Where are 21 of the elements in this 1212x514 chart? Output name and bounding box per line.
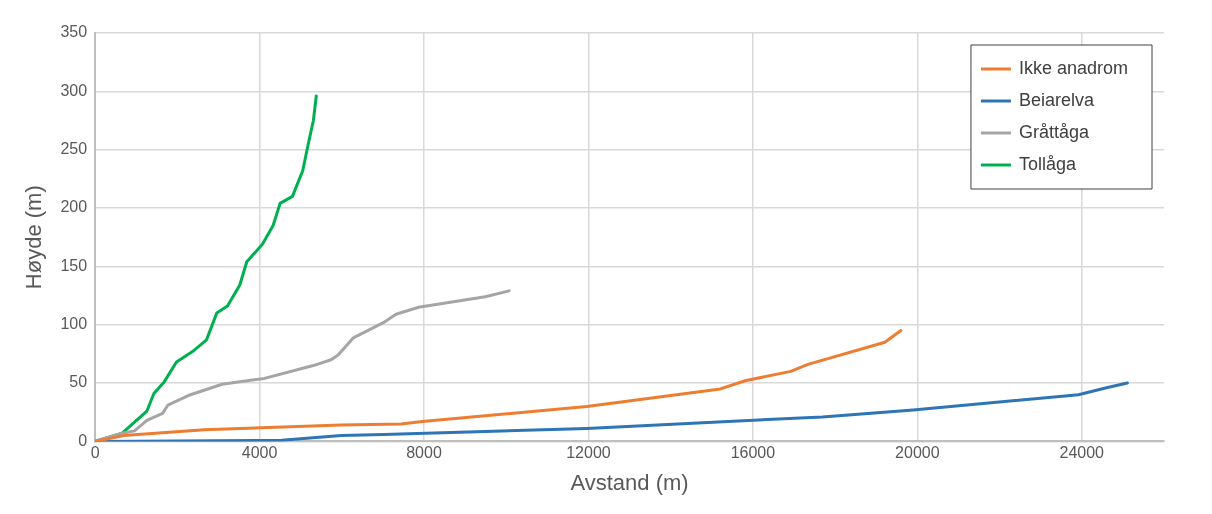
x-tick-label: 20000 [895, 444, 940, 462]
y-tick-label: 350 [60, 23, 88, 41]
legend-label: Beiarelva [1018, 89, 1095, 110]
x-axis-title: Avstand (m) [570, 469, 689, 495]
y-tick-label: 100 [60, 315, 88, 333]
y-tick-label: 200 [60, 198, 88, 216]
y-axis-title: Høyde (m) [21, 185, 47, 290]
y-tick-label: 300 [60, 81, 88, 99]
y-tick-label: 50 [69, 373, 88, 391]
x-tick-label: 4000 [241, 444, 278, 462]
x-tick-label: 0 [90, 444, 100, 462]
x-tick-label: 8000 [406, 444, 442, 462]
y-tick-label: 150 [60, 256, 88, 274]
y-tick-label: 250 [60, 140, 88, 158]
x-tick-label: 24000 [1059, 444, 1105, 462]
x-tick-label: 16000 [730, 444, 776, 462]
legend-label: Gråttåga [1018, 121, 1090, 142]
legend-label: Ikke anadrom [1018, 57, 1129, 78]
legend-label: Tollåga [1018, 153, 1077, 174]
x-tick-label: 12000 [566, 444, 611, 462]
y-tick-label: 0 [78, 431, 88, 449]
